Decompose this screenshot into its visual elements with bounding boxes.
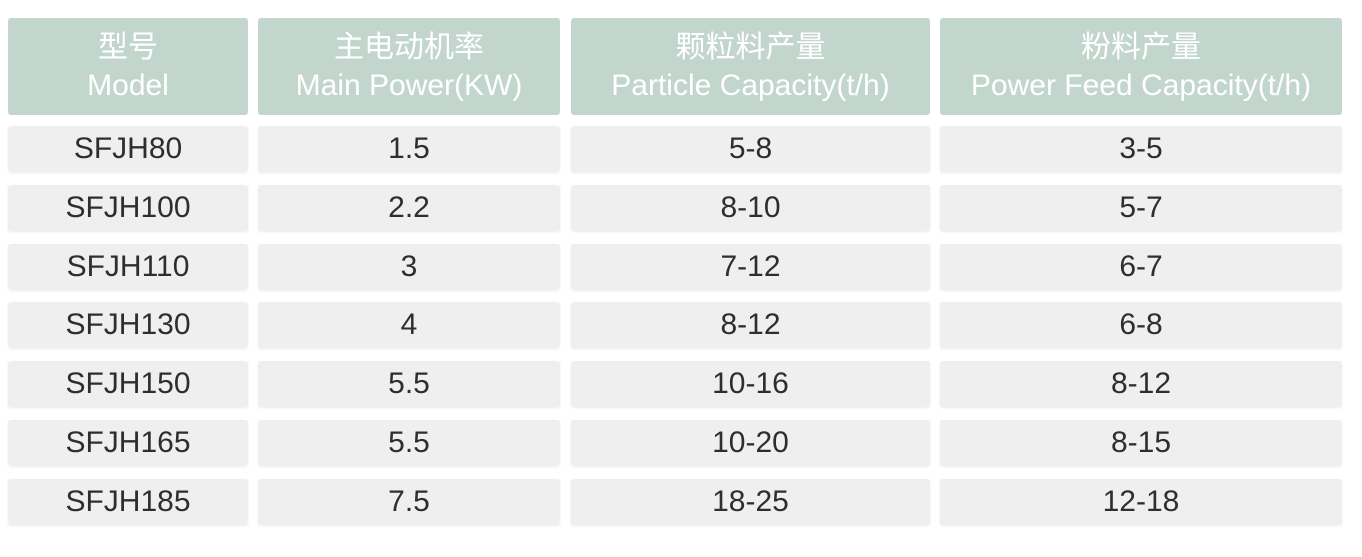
table-cell: SFJH100	[8, 184, 248, 231]
header-en: Particle Capacity(t/h)	[611, 68, 890, 102]
table-cell: SFJH110	[8, 243, 248, 290]
cell-text: 7.5	[388, 484, 430, 518]
header-zh: 颗粒料产量	[675, 30, 826, 64]
cell-text: SFJH185	[65, 484, 191, 518]
header-en: Main Power(KW)	[295, 68, 523, 102]
cell-text: 10-20	[712, 426, 789, 459]
table-cell: 12-18	[940, 478, 1342, 525]
cell-text: 12-18	[1102, 484, 1180, 518]
table-cell: 5-7	[940, 184, 1342, 231]
table-cell: 6-7	[940, 243, 1342, 290]
table-cell: 5.5	[258, 420, 560, 466]
header-cell: 颗粒料产量 Particle Capacity(t/h)	[571, 18, 930, 115]
table-cell: 6-8	[940, 302, 1342, 349]
table-cell: 4	[258, 302, 560, 349]
cell-text: SFJH80	[73, 132, 183, 165]
table-cell: SFJH165	[8, 420, 248, 466]
table-cell: 10-16	[571, 361, 930, 408]
table-cell: 7.5	[258, 478, 560, 525]
cell-text: SFJH110	[66, 249, 190, 283]
header-cell: 主电动机率 Main Power(KW)	[258, 18, 560, 115]
table-cell: 5-8	[571, 126, 930, 172]
header-cell: 型号 Model	[8, 18, 248, 115]
header-zh: 粉料产量	[1081, 30, 1201, 64]
table-cell: SFJH130	[8, 302, 248, 349]
table-cell: 18-25	[571, 478, 930, 525]
cell-text: 1.5	[388, 132, 430, 165]
table-cell: 8-15	[940, 420, 1342, 466]
cell-text: 2.2	[388, 190, 430, 224]
header-en: Model	[87, 68, 169, 102]
cell-text: 10-16	[712, 367, 789, 401]
table-cell: 1.5	[258, 126, 560, 172]
header-zh: 型号	[98, 30, 158, 64]
cell-text: 5-8	[728, 132, 773, 165]
table-cell: 8-12	[940, 361, 1342, 408]
header-cell: 粉料产量 Power Feed Capacity(t/h)	[940, 18, 1342, 115]
cell-text: SFJH165	[65, 426, 191, 459]
cell-text: 7-12	[720, 249, 781, 283]
cell-text: 8-10	[720, 190, 781, 224]
table-cell: 7-12	[571, 243, 930, 290]
header-en: Power Feed Capacity(t/h)	[970, 68, 1312, 102]
table-cell: 3	[258, 243, 560, 290]
cell-text: SFJH150	[65, 367, 191, 401]
cell-text: 8-12	[720, 308, 781, 342]
cell-text: 5.5	[388, 367, 430, 401]
cell-text: 4	[400, 308, 418, 342]
cell-text: 5.5	[388, 426, 430, 459]
table-cell: SFJH185	[8, 478, 248, 525]
table-cell: 8-12	[571, 302, 930, 349]
cell-text: 6-8	[1119, 308, 1163, 342]
cell-text: 8-15	[1110, 426, 1172, 459]
cell-text: 18-25	[712, 484, 789, 518]
table-cell: SFJH150	[8, 361, 248, 408]
table-cell: 8-10	[571, 184, 930, 231]
cell-text: 8-12	[1110, 367, 1172, 401]
cell-text: SFJH100	[65, 190, 191, 224]
table-cell: SFJH80	[8, 126, 248, 172]
cell-text: 5-7	[1119, 190, 1163, 224]
cell-text: 3	[400, 249, 418, 283]
cell-text: SFJH130	[65, 308, 191, 342]
table-cell: 10-20	[571, 420, 930, 466]
table-cell: 3-5	[940, 126, 1342, 172]
table-cell: 5.5	[258, 361, 560, 408]
header-zh: 主电动机率	[334, 30, 484, 64]
cell-text: 6-7	[1119, 249, 1163, 283]
table-cell: 2.2	[258, 184, 560, 231]
cell-text: 3-5	[1119, 132, 1163, 165]
